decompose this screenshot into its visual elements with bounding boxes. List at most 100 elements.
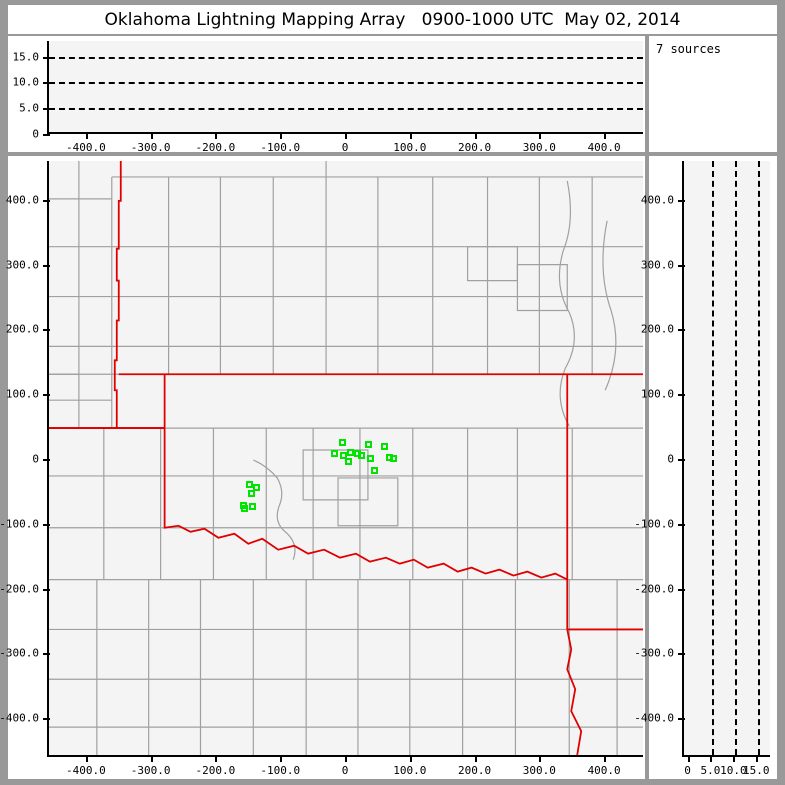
source-marker[interactable] bbox=[364, 441, 372, 449]
x-axis-tick-label: 300.0 bbox=[522, 764, 556, 777]
y-axis-tick-label: 300.0 bbox=[5, 258, 39, 272]
x-axis-tick bbox=[474, 755, 477, 762]
y-axis-tick bbox=[43, 718, 50, 721]
x-axis-tick bbox=[474, 132, 477, 139]
y-axis-tick-label: 0 bbox=[667, 452, 674, 466]
x-axis-tick-label: -200.0 bbox=[195, 141, 236, 154]
gridline-horizontal bbox=[49, 108, 643, 111]
y-axis-tick bbox=[43, 264, 50, 267]
y-axis-tick-label: 400.0 bbox=[640, 193, 674, 207]
y-axis-tick-label: 200.0 bbox=[5, 322, 39, 336]
x-axis-tick bbox=[215, 132, 218, 139]
y-axis-tick bbox=[678, 199, 685, 202]
altitude-vs-north-south-plot[interactable] bbox=[682, 161, 770, 757]
x-axis-tick bbox=[604, 132, 607, 139]
y-axis-tick bbox=[678, 264, 685, 267]
x-axis-tick-label: -100.0 bbox=[260, 764, 301, 777]
y-axis-tick-label: 0 bbox=[32, 452, 39, 466]
source-marker[interactable] bbox=[248, 502, 256, 510]
x-axis-tick bbox=[710, 755, 713, 762]
source-marker[interactable] bbox=[245, 481, 253, 489]
source-marker[interactable] bbox=[241, 504, 249, 512]
x-axis-tick-label: 0 bbox=[341, 141, 349, 154]
source-marker[interactable] bbox=[248, 490, 256, 498]
y-axis-tick bbox=[43, 134, 50, 136]
x-axis-tick-label: 100.0 bbox=[393, 764, 427, 777]
x-axis-tick-label: -100.0 bbox=[260, 141, 301, 154]
x-axis-tick-label: -300.0 bbox=[130, 141, 171, 154]
x-axis-tick-label: 15.0 bbox=[743, 764, 770, 777]
x-axis-tick bbox=[85, 132, 88, 139]
y-axis-tick-label: 200.0 bbox=[640, 322, 674, 336]
x-axis-tick bbox=[85, 755, 88, 762]
gridline-vertical bbox=[712, 161, 715, 755]
y-axis-tick bbox=[678, 718, 685, 721]
x-axis-tick-label: -200.0 bbox=[195, 764, 236, 777]
y-axis-tick bbox=[43, 82, 50, 85]
x-axis-tick-label: 200.0 bbox=[458, 141, 492, 154]
x-axis-tick bbox=[150, 755, 153, 762]
y-axis-tick bbox=[678, 588, 685, 591]
x-axis-tick-label: 5.0 bbox=[700, 764, 721, 777]
altitude-vs-east-west-panel[interactable]: 0 5.0 10.0 15.0 -400.0 -300.0 -200.0 -100.0 0 100… bbox=[8, 36, 645, 154]
altitude-vs-north-south-panel[interactable]: -400.0 -300.0 -200.0 -100.0 0 100.0 200.0 300.0… bbox=[634, 156, 777, 779]
y-axis-tick-label: 400.0 bbox=[5, 193, 39, 207]
x-axis-tick-label: 200.0 bbox=[458, 764, 492, 777]
x-axis-tick bbox=[150, 132, 153, 139]
y-axis-tick-label: -200.0 bbox=[634, 582, 674, 596]
source-count-label: 7 sources bbox=[656, 42, 722, 56]
source-marker[interactable] bbox=[344, 458, 352, 466]
y-axis-tick bbox=[43, 56, 50, 59]
x-axis-tick-label: 400.0 bbox=[587, 764, 621, 777]
y-axis-tick bbox=[678, 394, 685, 397]
x-axis-tick-label: -400.0 bbox=[65, 141, 106, 154]
x-axis-tick bbox=[687, 755, 690, 762]
source-marker[interactable] bbox=[338, 438, 346, 446]
x-axis-tick bbox=[280, 755, 283, 762]
x-axis-tick bbox=[539, 132, 542, 139]
x-axis-tick-label: -300.0 bbox=[130, 764, 171, 777]
y-axis-tick-label: 100.0 bbox=[5, 387, 39, 401]
y-axis-tick-label: 15.0 bbox=[12, 50, 40, 63]
y-axis-tick-label: 10.0 bbox=[12, 75, 40, 89]
y-axis-tick-label: 100.0 bbox=[640, 387, 674, 401]
source-marker[interactable] bbox=[370, 467, 378, 475]
y-axis-tick-label: -300.0 bbox=[634, 646, 674, 660]
county-boundaries bbox=[49, 161, 643, 755]
y-axis-tick bbox=[678, 523, 685, 526]
y-axis-tick-label: -100.0 bbox=[0, 517, 39, 531]
x-axis-tick bbox=[345, 755, 347, 762]
source-marker[interactable] bbox=[381, 442, 389, 450]
source-marker[interactable] bbox=[331, 449, 339, 457]
title-bar: Oklahoma Lightning Mapping Array 0900-10… bbox=[8, 5, 777, 34]
source-marker[interactable] bbox=[253, 484, 261, 491]
gridline-horizontal bbox=[49, 82, 643, 85]
plan-view-map-plot[interactable] bbox=[47, 161, 643, 757]
y-axis-tick-label: -400.0 bbox=[634, 711, 674, 725]
plan-view-map-panel[interactable]: -400.0 -300.0 -200.0 -100.0 0 100.0 200.0 300.0… bbox=[0, 156, 645, 779]
y-axis-tick-label: -300.0 bbox=[0, 646, 39, 660]
source-marker[interactable] bbox=[340, 451, 348, 459]
y-axis-tick bbox=[43, 588, 50, 591]
source-marker[interactable] bbox=[358, 452, 366, 460]
x-axis-tick-label: -400.0 bbox=[65, 764, 106, 777]
source-marker[interactable] bbox=[390, 454, 398, 462]
x-axis-tick-label: 400.0 bbox=[587, 141, 621, 154]
altitude-vs-east-west-plot[interactable] bbox=[47, 41, 643, 134]
state-boundaries bbox=[49, 161, 643, 755]
x-axis-tick bbox=[345, 132, 347, 139]
y-axis-tick bbox=[678, 329, 685, 332]
source-marker[interactable] bbox=[347, 449, 355, 457]
gridline-vertical bbox=[758, 161, 761, 755]
source-marker[interactable] bbox=[366, 454, 374, 462]
y-axis-tick bbox=[43, 329, 50, 332]
x-axis-tick bbox=[756, 755, 759, 762]
y-axis-tick bbox=[43, 653, 50, 656]
x-axis-tick bbox=[409, 132, 412, 139]
x-axis-tick bbox=[280, 132, 283, 139]
gridline-vertical bbox=[735, 161, 738, 755]
x-axis-tick bbox=[539, 755, 542, 762]
y-axis-tick bbox=[43, 199, 50, 202]
y-axis-tick-label: -100.0 bbox=[634, 517, 674, 531]
